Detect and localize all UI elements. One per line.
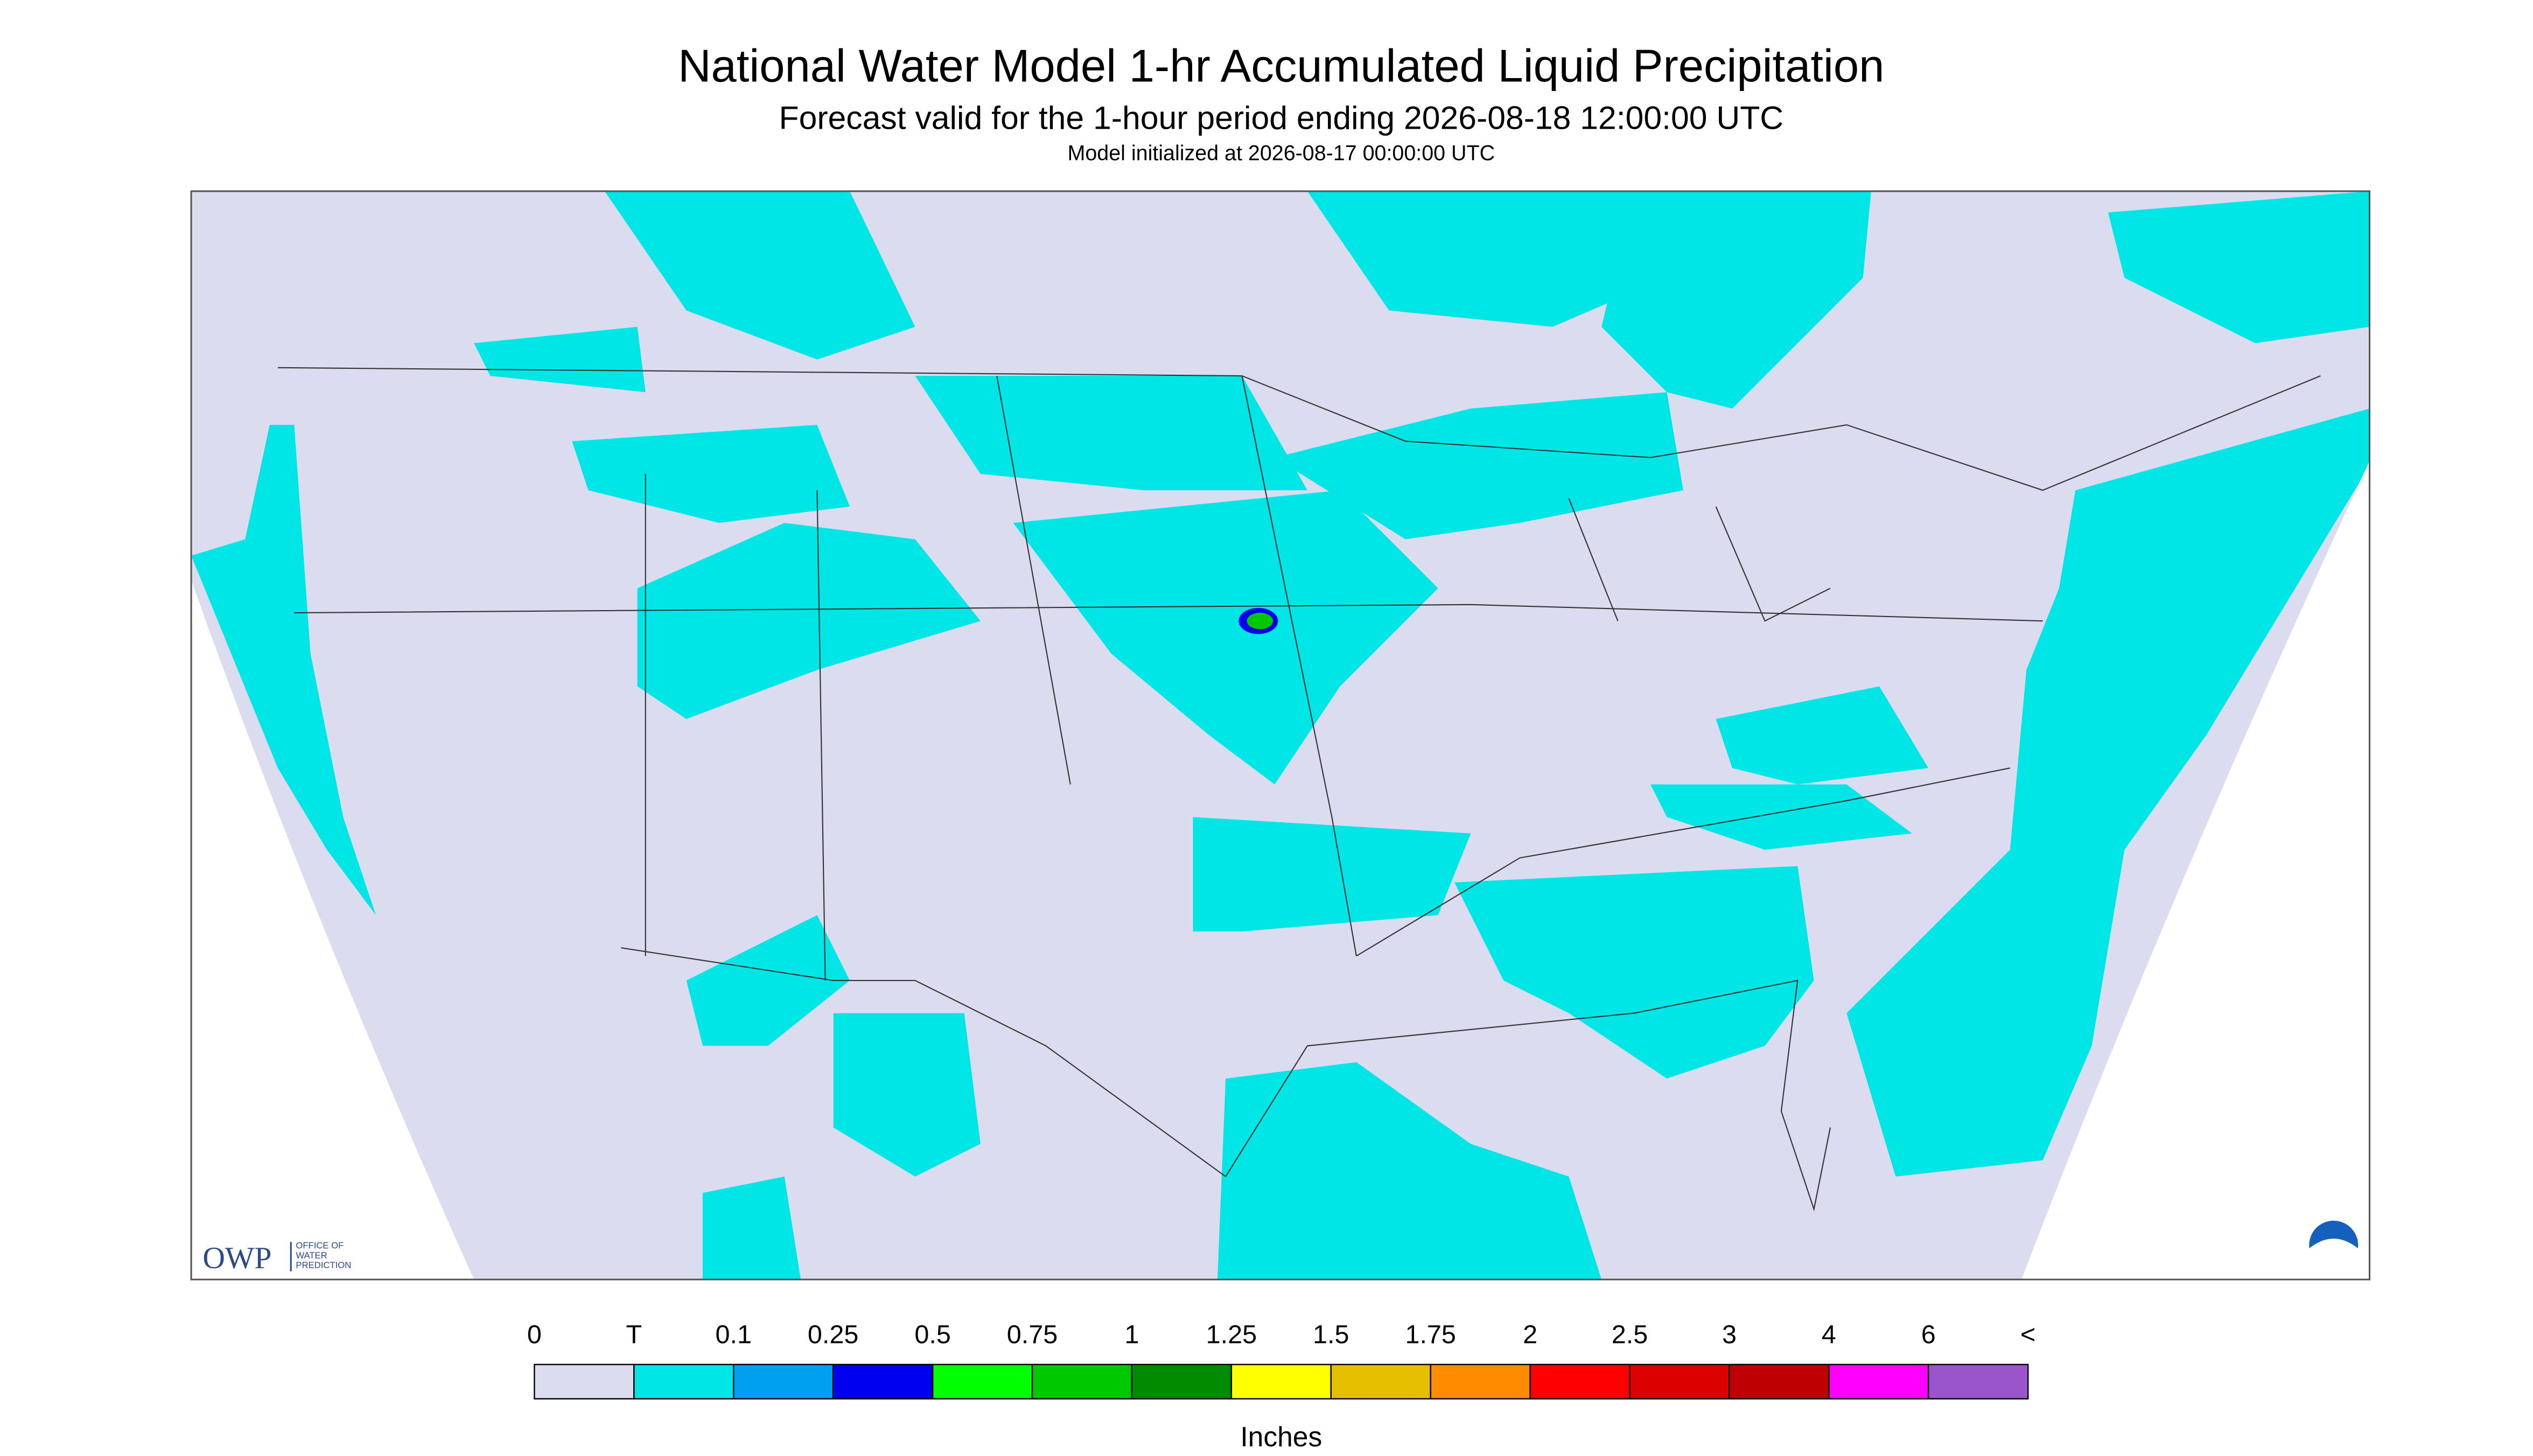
legend-label: 0.1 — [716, 1320, 752, 1349]
legend-label: 6 — [1921, 1320, 1936, 1349]
outside-domain — [2021, 460, 2370, 1280]
subtitle: Forecast valid for the 1-hour period end… — [779, 100, 1784, 136]
legend-label: 1.5 — [1313, 1320, 1349, 1349]
legend-swatch — [733, 1363, 834, 1399]
legend: 0 T 0.1 0.25 0.5 0.75 1 1.25 1.5 1.75 2 2.5 3 4 6 < — [527, 1320, 2035, 1399]
legend-label: 0.5 — [914, 1320, 951, 1349]
legend-label: 2 — [1523, 1320, 1537, 1349]
boundaries — [277, 367, 2321, 1212]
precip-core — [1247, 613, 1274, 629]
legend-label: < — [2020, 1320, 2035, 1349]
legend-swatch — [832, 1363, 934, 1399]
logo-text: PREDICTION — [296, 1260, 351, 1270]
legend-swatch — [1928, 1363, 2029, 1399]
legend-swatch — [1729, 1363, 1830, 1399]
map-frame — [190, 190, 2371, 1280]
outside-domain — [191, 580, 474, 1280]
legend-swatch — [1629, 1363, 1730, 1399]
precip-areas — [191, 191, 2370, 1280]
init-note: Model initialized at 2026-08-17 00:00:00… — [1068, 141, 1495, 165]
legend-swatch — [1230, 1363, 1332, 1399]
legend-swatch — [932, 1363, 1033, 1399]
noaa-logo — [2309, 1238, 2359, 1273]
legend-label: 1.25 — [1206, 1320, 1257, 1349]
legend-swatch — [534, 1363, 635, 1399]
legend-swatch — [633, 1363, 734, 1399]
legend-unit: Inches — [1240, 1421, 1322, 1452]
legend-swatch — [1131, 1363, 1233, 1399]
legend-swatch — [1330, 1363, 1431, 1399]
legend-swatch — [1828, 1363, 1929, 1399]
legend-label: 0.75 — [1007, 1320, 1058, 1349]
logo-name: OWP — [202, 1241, 271, 1275]
legend-label: T — [626, 1320, 642, 1349]
legend-label: 1.75 — [1405, 1320, 1456, 1349]
legend-swatch — [1031, 1363, 1133, 1399]
title: National Water Model 1-hr Accumulated Li… — [678, 41, 1884, 92]
legend-label: 0.25 — [808, 1320, 859, 1349]
legend-swatch — [1529, 1363, 1631, 1399]
logo-text: WATER — [296, 1250, 327, 1261]
legend-label: 0 — [527, 1320, 542, 1349]
legend-label: 3 — [1722, 1320, 1737, 1349]
legend-label: 1 — [1124, 1320, 1139, 1349]
legend-label: 4 — [1822, 1320, 1836, 1349]
legend-swatch — [1430, 1363, 1531, 1399]
legend-label: 2.5 — [1612, 1320, 1648, 1349]
logo-text: OFFICE OF — [296, 1241, 344, 1251]
map: OWP OFFICE OF WATER PREDICTION — [190, 190, 2371, 1280]
